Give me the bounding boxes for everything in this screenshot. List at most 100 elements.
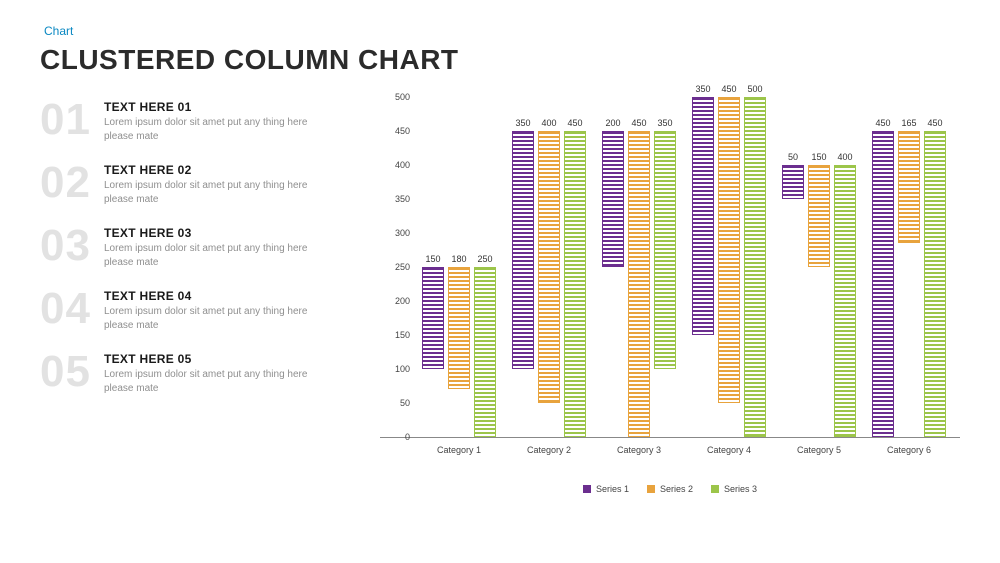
bar-cluster: 50150400Category 5 <box>782 165 856 437</box>
bar-value-label: 500 <box>747 84 762 94</box>
item-number: 02 <box>40 161 104 205</box>
x-axis-label: Category 5 <box>797 445 841 455</box>
item-text: TEXT HERE 04 Lorem ipsum dolor sit amet … <box>104 287 314 332</box>
y-axis-tick: 100 <box>380 364 410 374</box>
legend-swatch <box>647 485 655 493</box>
bar: 165 <box>898 131 920 243</box>
item-text: TEXT HERE 05 Lorem ipsum dolor sit amet … <box>104 350 314 395</box>
y-axis-tick: 0 <box>380 432 410 442</box>
item-desc: Lorem ipsum dolor sit amet put any thing… <box>104 368 314 395</box>
item-desc: Lorem ipsum dolor sit amet put any thing… <box>104 305 314 332</box>
list-item: 05 TEXT HERE 05 Lorem ipsum dolor sit am… <box>40 350 370 395</box>
chart-legend: Series 1 Series 2 Series 3 <box>380 484 960 494</box>
list-item: 03 TEXT HERE 03 Lorem ipsum dolor sit am… <box>40 224 370 269</box>
bar-value-label: 350 <box>657 118 672 128</box>
bar-value-label: 150 <box>425 254 440 264</box>
bar-cluster: 350450500Category 4 <box>692 97 766 437</box>
legend-item: Series 3 <box>711 484 757 494</box>
item-text: TEXT HERE 01 Lorem ipsum dolor sit amet … <box>104 98 314 143</box>
bar-value-label: 450 <box>927 118 942 128</box>
x-axis-label: Category 6 <box>887 445 931 455</box>
bar-value-label: 400 <box>837 152 852 162</box>
legend-label: Series 2 <box>660 484 693 494</box>
y-axis-tick: 300 <box>380 228 410 238</box>
bar: 150 <box>808 165 830 267</box>
bar: 450 <box>718 97 740 403</box>
bar-value-label: 200 <box>605 118 620 128</box>
legend-item: Series 1 <box>583 484 629 494</box>
bar: 250 <box>474 267 496 437</box>
bar: 450 <box>628 131 650 437</box>
y-axis-tick: 150 <box>380 330 410 340</box>
item-title: TEXT HERE 05 <box>104 352 314 366</box>
x-axis-label: Category 1 <box>437 445 481 455</box>
item-number: 05 <box>40 350 104 394</box>
list-item: 01 TEXT HERE 01 Lorem ipsum dolor sit am… <box>40 98 370 143</box>
x-axis-label: Category 4 <box>707 445 751 455</box>
item-text: TEXT HERE 03 Lorem ipsum dolor sit amet … <box>104 224 314 269</box>
bar: 350 <box>692 97 714 335</box>
bar: 500 <box>744 97 766 437</box>
bullet-list: 01 TEXT HERE 01 Lorem ipsum dolor sit am… <box>40 98 370 498</box>
item-number: 04 <box>40 287 104 331</box>
bar: 400 <box>538 131 560 403</box>
bar-value-label: 450 <box>567 118 582 128</box>
y-axis-tick: 400 <box>380 160 410 170</box>
list-item: 02 TEXT HERE 02 Lorem ipsum dolor sit am… <box>40 161 370 206</box>
x-axis-label: Category 3 <box>617 445 661 455</box>
chart-container: 150180250Category 1350400450Category 220… <box>380 98 960 498</box>
item-title: TEXT HERE 04 <box>104 289 314 303</box>
plot-area: 150180250Category 1350400450Category 220… <box>414 98 954 437</box>
legend-swatch <box>711 485 719 493</box>
page-title: CLUSTERED COLUMN CHART <box>40 44 960 76</box>
clustered-column-chart: 150180250Category 1350400450Category 220… <box>380 98 960 438</box>
list-item: 04 TEXT HERE 04 Lorem ipsum dolor sit am… <box>40 287 370 332</box>
y-axis-tick: 200 <box>380 296 410 306</box>
item-text: TEXT HERE 02 Lorem ipsum dolor sit amet … <box>104 161 314 206</box>
bar: 450 <box>564 131 586 437</box>
item-desc: Lorem ipsum dolor sit amet put any thing… <box>104 242 314 269</box>
bar-value-label: 180 <box>451 254 466 264</box>
bar: 350 <box>512 131 534 369</box>
legend-item: Series 2 <box>647 484 693 494</box>
bar-value-label: 400 <box>541 118 556 128</box>
bar-value-label: 450 <box>631 118 646 128</box>
legend-swatch <box>583 485 591 493</box>
legend-label: Series 1 <box>596 484 629 494</box>
slide: Chart CLUSTERED COLUMN CHART 01 TEXT HER… <box>0 0 1000 563</box>
bar-value-label: 250 <box>477 254 492 264</box>
item-number: 03 <box>40 224 104 268</box>
item-title: TEXT HERE 03 <box>104 226 314 240</box>
bar-cluster: 450165450Category 6 <box>872 131 946 437</box>
bar-value-label: 450 <box>721 84 736 94</box>
bar: 50 <box>782 165 804 199</box>
item-number: 01 <box>40 98 104 142</box>
bar-value-label: 50 <box>788 152 798 162</box>
bar-cluster: 350400450Category 2 <box>512 131 586 437</box>
bar-value-label: 350 <box>695 84 710 94</box>
item-title: TEXT HERE 01 <box>104 100 314 114</box>
bar: 180 <box>448 267 470 389</box>
bar: 350 <box>654 131 676 369</box>
y-axis-tick: 500 <box>380 92 410 102</box>
bar-value-label: 150 <box>811 152 826 162</box>
bar: 400 <box>834 165 856 437</box>
bar-cluster: 150180250Category 1 <box>422 267 496 437</box>
y-axis-tick: 350 <box>380 194 410 204</box>
y-axis-tick: 50 <box>380 398 410 408</box>
bar: 150 <box>422 267 444 369</box>
y-axis-tick: 250 <box>380 262 410 272</box>
x-axis-label: Category 2 <box>527 445 571 455</box>
item-desc: Lorem ipsum dolor sit amet put any thing… <box>104 179 314 206</box>
bar: 450 <box>924 131 946 437</box>
bar-value-label: 165 <box>901 118 916 128</box>
bar: 450 <box>872 131 894 437</box>
y-axis-tick: 450 <box>380 126 410 136</box>
legend-label: Series 3 <box>724 484 757 494</box>
bar-value-label: 450 <box>875 118 890 128</box>
eyebrow-label: Chart <box>44 24 960 38</box>
item-title: TEXT HERE 02 <box>104 163 314 177</box>
item-desc: Lorem ipsum dolor sit amet put any thing… <box>104 116 314 143</box>
bar: 200 <box>602 131 624 267</box>
content-row: 01 TEXT HERE 01 Lorem ipsum dolor sit am… <box>40 98 960 498</box>
